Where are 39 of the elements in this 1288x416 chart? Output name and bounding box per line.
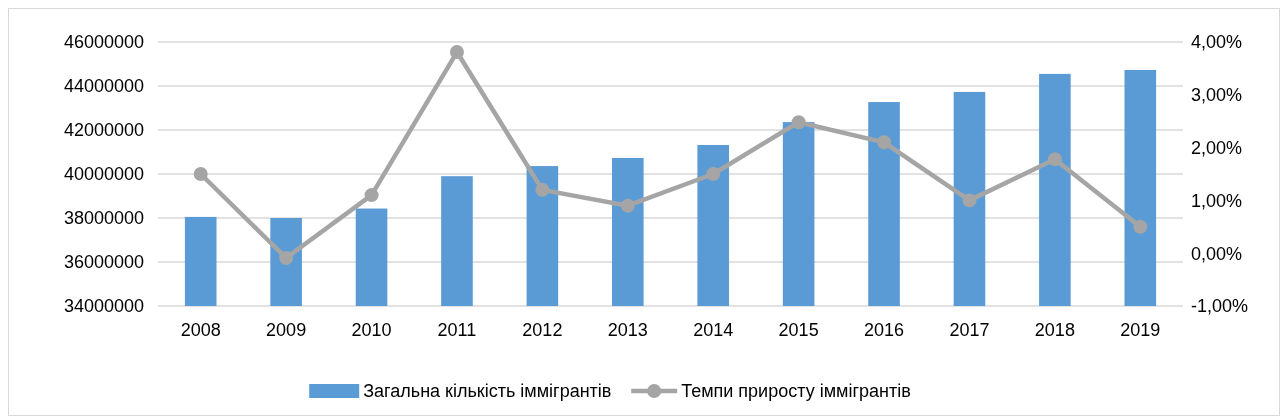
y-tick-label: 36000000	[63, 252, 144, 273]
x-tick-label: 2009	[266, 320, 307, 340]
y-tick-label: 42000000	[63, 120, 144, 141]
point	[620, 198, 635, 213]
x-tick-label: 2015	[778, 320, 819, 340]
y2-tick-label: 2,00%	[1191, 137, 1243, 158]
x-tick-label: 2011	[437, 320, 477, 340]
x-tick-label: 2008	[180, 320, 221, 340]
y-tick-label: 44000000	[63, 76, 144, 97]
point	[279, 250, 294, 265]
point	[449, 45, 464, 60]
y2-tick-label: 1,00%	[1191, 190, 1243, 211]
y-tick-label: 34000000	[63, 296, 144, 317]
x-tick-label: 2019	[1120, 320, 1161, 340]
y-tick-label: 40000000	[63, 164, 144, 185]
y-tick-label: 38000000	[63, 208, 144, 229]
x-tick-label: 2010	[351, 320, 392, 340]
x-tick-label: 2014	[693, 320, 734, 340]
legend-label: Загальна кількість іммігрантів	[363, 381, 612, 402]
x-tick-label: 2016	[864, 320, 905, 340]
legend-label: Темпи приросту іммігрантів	[681, 381, 911, 402]
point	[535, 182, 550, 197]
point	[1047, 152, 1062, 167]
point	[706, 167, 721, 181]
y2-tick-label: 3,00%	[1191, 85, 1243, 106]
x-tick-label: 2013	[607, 320, 648, 340]
point	[1133, 219, 1148, 234]
y2-tick-label: 4,00%	[1191, 32, 1243, 53]
point	[962, 193, 977, 208]
y-tick-label: 46000000	[63, 32, 144, 53]
point	[364, 188, 379, 203]
y2-tick-label: 0,00%	[1191, 243, 1243, 264]
point	[877, 135, 892, 150]
y2-tick-label: -1,00%	[1191, 296, 1249, 317]
x-tick-label: 2012	[522, 320, 563, 340]
point	[193, 167, 208, 181]
x-tick-label: 2017	[949, 320, 990, 340]
point	[791, 115, 806, 130]
x-tick-label: 2018	[1034, 320, 1075, 340]
